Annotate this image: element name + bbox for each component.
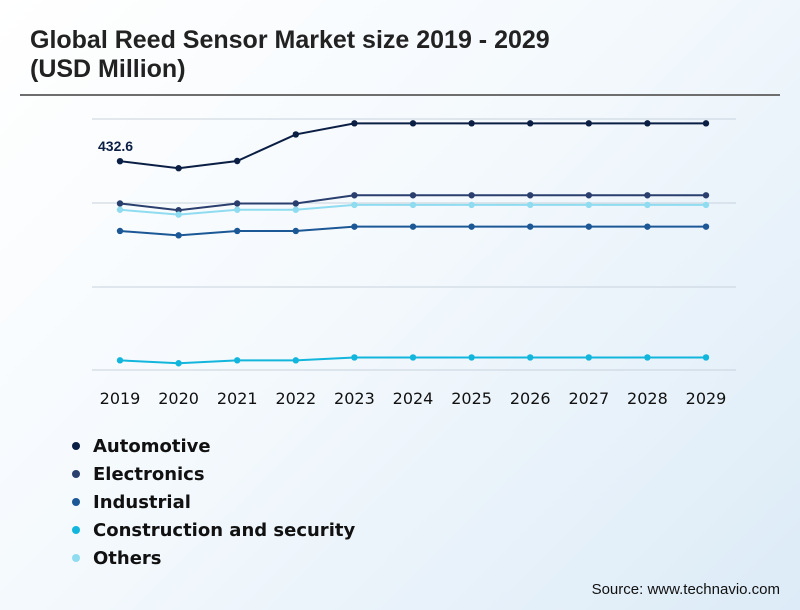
x-tick-label: 2021 [217, 389, 258, 408]
x-tick-label: 2019 [100, 389, 141, 408]
x-tick-label: 2026 [510, 389, 551, 408]
data-point [527, 192, 534, 199]
x-tick-label: 2028 [627, 389, 668, 408]
title-line-1: Global Reed Sensor Market size 2019 - 20… [30, 26, 550, 54]
data-point [585, 223, 592, 230]
data-point [351, 223, 358, 230]
series-line [119, 122, 706, 170]
data-point [527, 354, 534, 361]
legend-marker [72, 526, 80, 534]
chart-legend: Automotive Electronics Industrial Constr… [72, 432, 355, 572]
data-point [234, 206, 241, 213]
x-tick-label: 2027 [568, 389, 609, 408]
line-chart: 432.6 2019 2020 2021 2022 2023 2024 2025 2026 202… [92, 118, 736, 408]
x-tick-label: 2024 [393, 389, 434, 408]
data-point [468, 120, 475, 127]
source-note: Source: www.technavio.com [591, 581, 780, 598]
data-point [409, 223, 417, 230]
data-point [292, 131, 299, 138]
chart-title: Global Reed Sensor Market size 2019 - 20… [30, 26, 750, 84]
data-point [351, 192, 358, 199]
data-point [292, 227, 299, 235]
legend-marker [72, 554, 80, 562]
data-point [527, 201, 534, 209]
data-point [702, 354, 710, 361]
data-point [527, 223, 534, 230]
legend-item-electronics: Electronics [72, 460, 355, 488]
data-point [702, 192, 710, 199]
data-point [585, 201, 592, 209]
data-point [644, 120, 651, 127]
x-tick-label: 2023 [334, 389, 375, 408]
data-point [175, 165, 182, 172]
data-point [409, 354, 417, 361]
data-point [644, 192, 651, 199]
legend-item-others: Others [72, 544, 355, 572]
data-point [292, 200, 299, 207]
data-point [234, 157, 241, 165]
legend-label: Construction and security [93, 519, 356, 541]
legend-marker [72, 470, 80, 478]
data-point [409, 192, 417, 199]
x-tick-label: 2025 [451, 389, 492, 408]
legend-item-construction-and-security: Construction and security [72, 516, 355, 544]
x-tick-label: 2020 [158, 389, 199, 408]
data-point [644, 354, 651, 361]
legend-label: Automotive [93, 435, 211, 457]
data-point [351, 354, 358, 361]
data-point [468, 223, 475, 230]
data-point [116, 157, 124, 165]
data-point [409, 201, 417, 209]
data-point [116, 357, 124, 364]
data-point [234, 357, 241, 364]
data-point [644, 201, 651, 209]
data-point [292, 357, 299, 364]
data-point [468, 201, 475, 209]
data-point [702, 201, 710, 209]
title-line-2: (USD Million) [30, 55, 186, 83]
data-point [702, 120, 710, 127]
legend-label: Electronics [93, 463, 205, 485]
data-point [292, 206, 299, 213]
data-point [585, 192, 592, 199]
data-point [175, 360, 182, 367]
data-point [234, 227, 241, 235]
data-point [409, 120, 417, 127]
legend-item-automotive: Automotive [72, 432, 355, 460]
data-point [351, 120, 358, 127]
data-point [702, 223, 710, 230]
data-point [585, 354, 592, 361]
data-point [175, 211, 182, 218]
data-point [116, 206, 124, 213]
data-point [585, 120, 592, 127]
data-point [644, 223, 651, 230]
data-point [527, 120, 534, 127]
x-tick-label: 2022 [275, 389, 316, 408]
legend-marker [72, 498, 80, 506]
data-label: 432.6 [98, 138, 133, 154]
data-point [116, 227, 124, 235]
title-divider [20, 94, 780, 96]
data-point [116, 200, 124, 207]
data-point [468, 354, 475, 361]
legend-marker [72, 442, 80, 450]
data-point [351, 201, 358, 209]
x-tick-label: 2029 [686, 389, 727, 408]
legend-label: Others [93, 547, 162, 569]
data-point [234, 200, 241, 207]
data-point [175, 232, 182, 239]
data-point [468, 192, 475, 199]
legend-item-industrial: Industrial [72, 488, 355, 516]
legend-label: Industrial [93, 491, 191, 513]
